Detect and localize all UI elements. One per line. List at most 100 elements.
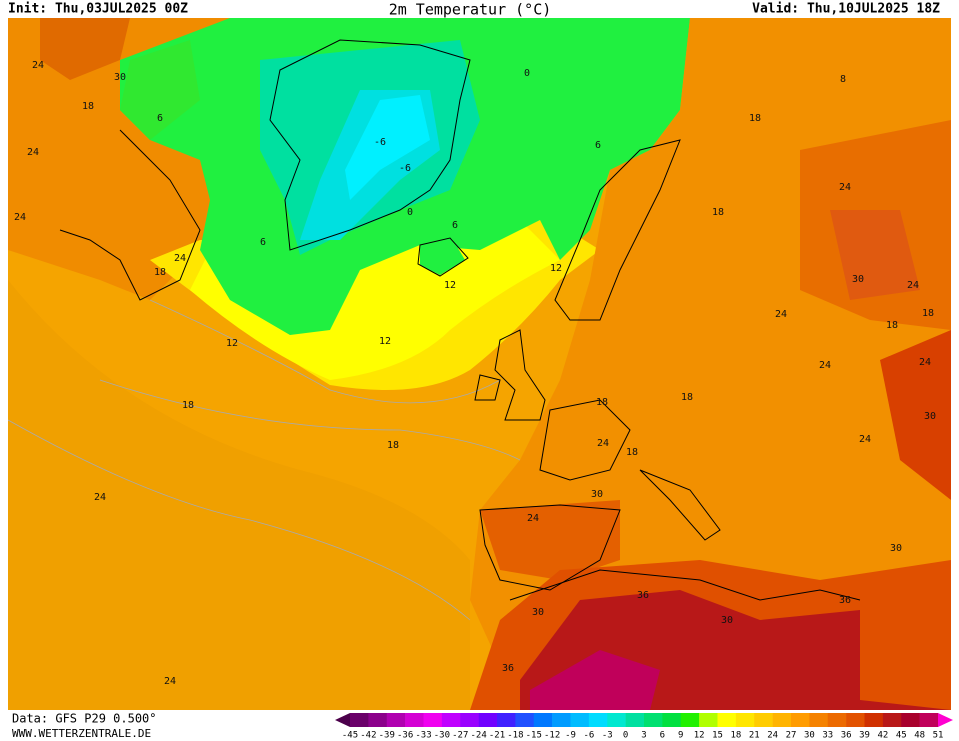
contour-label: 24 bbox=[27, 147, 39, 158]
hot-russia bbox=[830, 210, 920, 300]
colorbar-box bbox=[460, 713, 479, 727]
temperature-field bbox=[8, 18, 951, 710]
contour-label: 36 bbox=[502, 663, 514, 674]
colorbar: -45 -42 -39 -36 -33 -30 -27 -24 -21 -18 -15 -12 -9 -6… bbox=[335, 713, 953, 741]
contour-label: 6 bbox=[595, 140, 601, 151]
contour-label: 24 bbox=[907, 280, 919, 291]
colorbar-label: 15 bbox=[712, 731, 723, 741]
colorbar-box bbox=[827, 713, 847, 727]
colorbar-label: 18 bbox=[730, 731, 741, 741]
contour-label: 30 bbox=[890, 543, 902, 554]
iberia-field bbox=[480, 500, 620, 580]
colorbar-box bbox=[717, 713, 737, 727]
colorbar-box bbox=[772, 713, 792, 727]
contour-label: 24 bbox=[597, 438, 609, 449]
contour-label: 18 bbox=[596, 397, 608, 408]
colorbar-label: -12 bbox=[544, 731, 560, 741]
colorbar-label: -45 bbox=[342, 731, 358, 741]
contour-label: 30 bbox=[114, 72, 126, 83]
contour-label: 24 bbox=[174, 253, 186, 264]
colorbar-label: -42 bbox=[360, 731, 376, 741]
colorbar-label: 9 bbox=[678, 731, 683, 741]
contour-label: 6 bbox=[260, 237, 266, 248]
colorbar-label: -39 bbox=[379, 731, 395, 741]
colorbar-label: -6 bbox=[583, 731, 594, 741]
contour-label: 24 bbox=[527, 513, 539, 524]
colorbar-box bbox=[552, 713, 571, 727]
colorbar-box bbox=[882, 713, 902, 727]
contour-label: 24 bbox=[775, 309, 787, 320]
contour-label: -6 bbox=[374, 137, 386, 148]
contour-label: 6 bbox=[157, 113, 163, 124]
colorbar-box bbox=[405, 713, 424, 727]
colorbar-label: -9 bbox=[565, 731, 576, 741]
contour-labels: 24 30 18 6 24 24 24 18 6 -6 -6 0 0 6 6 12 12 12 18 18 24 24 18… bbox=[14, 60, 936, 687]
contour-label: 18 bbox=[749, 113, 761, 124]
contour-label: 6 bbox=[452, 220, 458, 231]
colorbar-box bbox=[515, 713, 535, 727]
contour-label: 18 bbox=[922, 308, 934, 319]
colorbar-label: -15 bbox=[526, 731, 542, 741]
contour-label: 24 bbox=[94, 492, 106, 503]
colorbar-box bbox=[350, 713, 369, 727]
colorbar-label: 12 bbox=[694, 731, 705, 741]
colorbar-label: 36 bbox=[841, 731, 852, 741]
contour-label: 24 bbox=[919, 357, 931, 368]
contour-label: 30 bbox=[852, 274, 864, 285]
baffin-field bbox=[120, 40, 200, 140]
colorbar-box bbox=[644, 713, 663, 727]
colorbar-label: 21 bbox=[749, 731, 760, 741]
colorbar-box bbox=[662, 713, 682, 727]
colorbar-label: 0 bbox=[623, 731, 628, 741]
contour-label: 18 bbox=[681, 392, 693, 403]
colorbar-box bbox=[478, 713, 498, 727]
colorbar-arrow bbox=[335, 713, 350, 727]
data-source: Data: GFS P29 0.500° bbox=[12, 712, 157, 726]
contour-label: 24 bbox=[164, 676, 176, 687]
colorbar-box bbox=[533, 713, 553, 727]
contour-label: 0 bbox=[524, 68, 530, 79]
colorbar-box bbox=[588, 713, 608, 727]
contour-label: 8 bbox=[840, 74, 846, 85]
colorbar-label: 3 bbox=[641, 731, 646, 741]
colorbar-box bbox=[809, 713, 829, 727]
warm-ocean bbox=[8, 280, 470, 710]
colorbar-box bbox=[846, 713, 865, 727]
colorbar-box bbox=[901, 713, 920, 727]
colorbar-label: 27 bbox=[786, 731, 797, 741]
contour-label: 24 bbox=[819, 360, 831, 371]
contour-label: 18 bbox=[626, 447, 638, 458]
contour-label: 18 bbox=[387, 440, 399, 451]
contour-label: 12 bbox=[379, 336, 391, 347]
map-title: 2m Temperatur (°C) bbox=[389, 1, 552, 19]
colorbar-label: -27 bbox=[452, 731, 468, 741]
colorbar-box bbox=[864, 713, 884, 727]
contour-label: 18 bbox=[82, 101, 94, 112]
colorbar-box bbox=[919, 713, 939, 727]
contour-label: 30 bbox=[721, 615, 733, 626]
colorbar-label: -36 bbox=[397, 731, 413, 741]
contour-label: 36 bbox=[637, 590, 649, 601]
colorbar-box bbox=[754, 713, 773, 727]
colorbar-label: 30 bbox=[804, 731, 815, 741]
colorbar-label: -3 bbox=[602, 731, 613, 741]
hot-east bbox=[880, 330, 951, 500]
contour-label: 0 bbox=[407, 207, 413, 218]
colorbar-box bbox=[570, 713, 590, 727]
colorbar-label: -30 bbox=[434, 731, 450, 741]
valid-time: Valid: Thu,10JUL2025 18Z bbox=[752, 2, 940, 17]
website: WWW.WETTERZENTRALE.DE bbox=[12, 727, 151, 740]
contour-label: 30 bbox=[591, 489, 603, 500]
contour-label: 18 bbox=[154, 267, 166, 278]
colorbar-label: 48 bbox=[914, 731, 925, 741]
greenland-core bbox=[345, 95, 430, 200]
contour-label: -6 bbox=[399, 163, 411, 174]
colorbar-box bbox=[607, 713, 626, 727]
contour-label: 12 bbox=[444, 280, 456, 291]
colorbar-box bbox=[386, 713, 406, 727]
sahara-core bbox=[530, 650, 660, 710]
contour-label: 18 bbox=[182, 400, 194, 411]
init-time: Init: Thu,03JUL2025 00Z bbox=[8, 2, 188, 17]
contour-label: 24 bbox=[859, 434, 871, 445]
